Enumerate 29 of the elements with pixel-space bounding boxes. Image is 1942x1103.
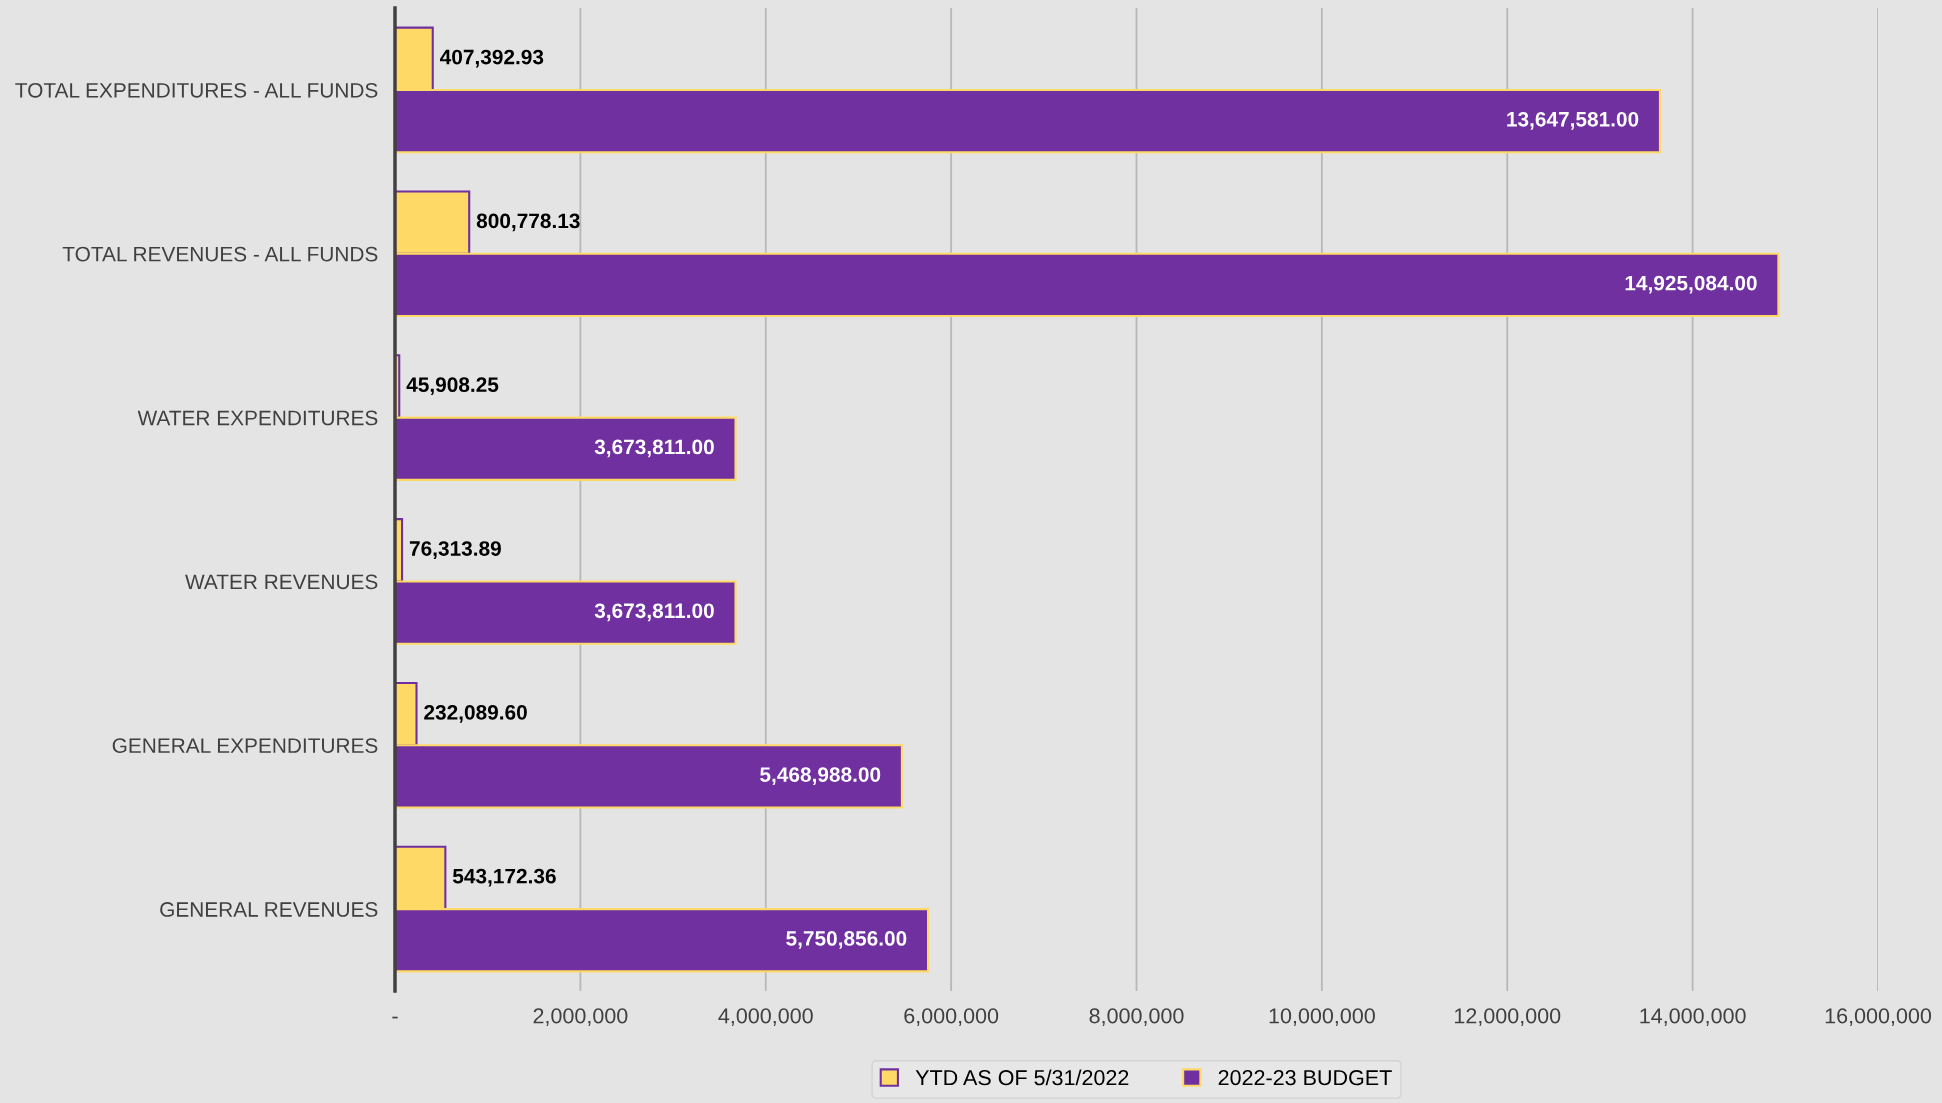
x-tick-label: 14,000,000 <box>1640 1008 1746 1027</box>
y-tick-label: WATER EXPENDITURES <box>137 410 378 426</box>
data-label: 800,778.13 <box>476 213 580 232</box>
x-tick-label: - <box>392 1016 398 1019</box>
y-tick-label: GENERAL REVENUES <box>160 902 378 917</box>
x-tick-label: 10,000,000 <box>1269 1008 1375 1027</box>
legend-label: 2022-23 BUDGET <box>1218 1070 1392 1086</box>
x-tick-label: 6,000,000 <box>904 1008 999 1027</box>
legend-label: YTD AS OF 5/31/2022 <box>915 1069 1129 1086</box>
data-label: 5,468,988.00 <box>760 767 881 785</box>
x-tick-label: 2,000,000 <box>533 1008 628 1027</box>
data-label: 5,750,856.00 <box>786 931 907 949</box>
data-label: 45,908.25 <box>406 377 499 396</box>
x-tick-label: 16,000,000 <box>1825 1008 1932 1027</box>
x-tick-label: 12,000,000 <box>1455 1008 1561 1027</box>
y-tick-label: TOTAL EXPENDITURES - ALL FUNDS <box>15 82 378 98</box>
y-tick-label: WATER REVENUES <box>185 574 378 590</box>
data-label: 407,392.93 <box>440 49 544 68</box>
data-label: 76,313.89 <box>409 541 501 559</box>
data-label: 14,925,084.00 <box>1625 275 1757 294</box>
data-label: 232,089.60 <box>424 704 527 723</box>
y-tick-label: TOTAL REVENUES - ALL FUNDS <box>62 246 378 262</box>
data-label: 13,647,581.00 <box>1507 111 1639 130</box>
x-tick-label: 4,000,000 <box>718 1008 813 1027</box>
data-label: 543,172.36 <box>452 868 556 887</box>
data-label: 3,673,811.00 <box>594 603 714 622</box>
y-tick-label: GENERAL EXPENDITURES <box>112 738 378 753</box>
x-tick-label: 8,000,000 <box>1089 1008 1184 1027</box>
data-label: 3,673,811.00 <box>594 439 714 458</box>
